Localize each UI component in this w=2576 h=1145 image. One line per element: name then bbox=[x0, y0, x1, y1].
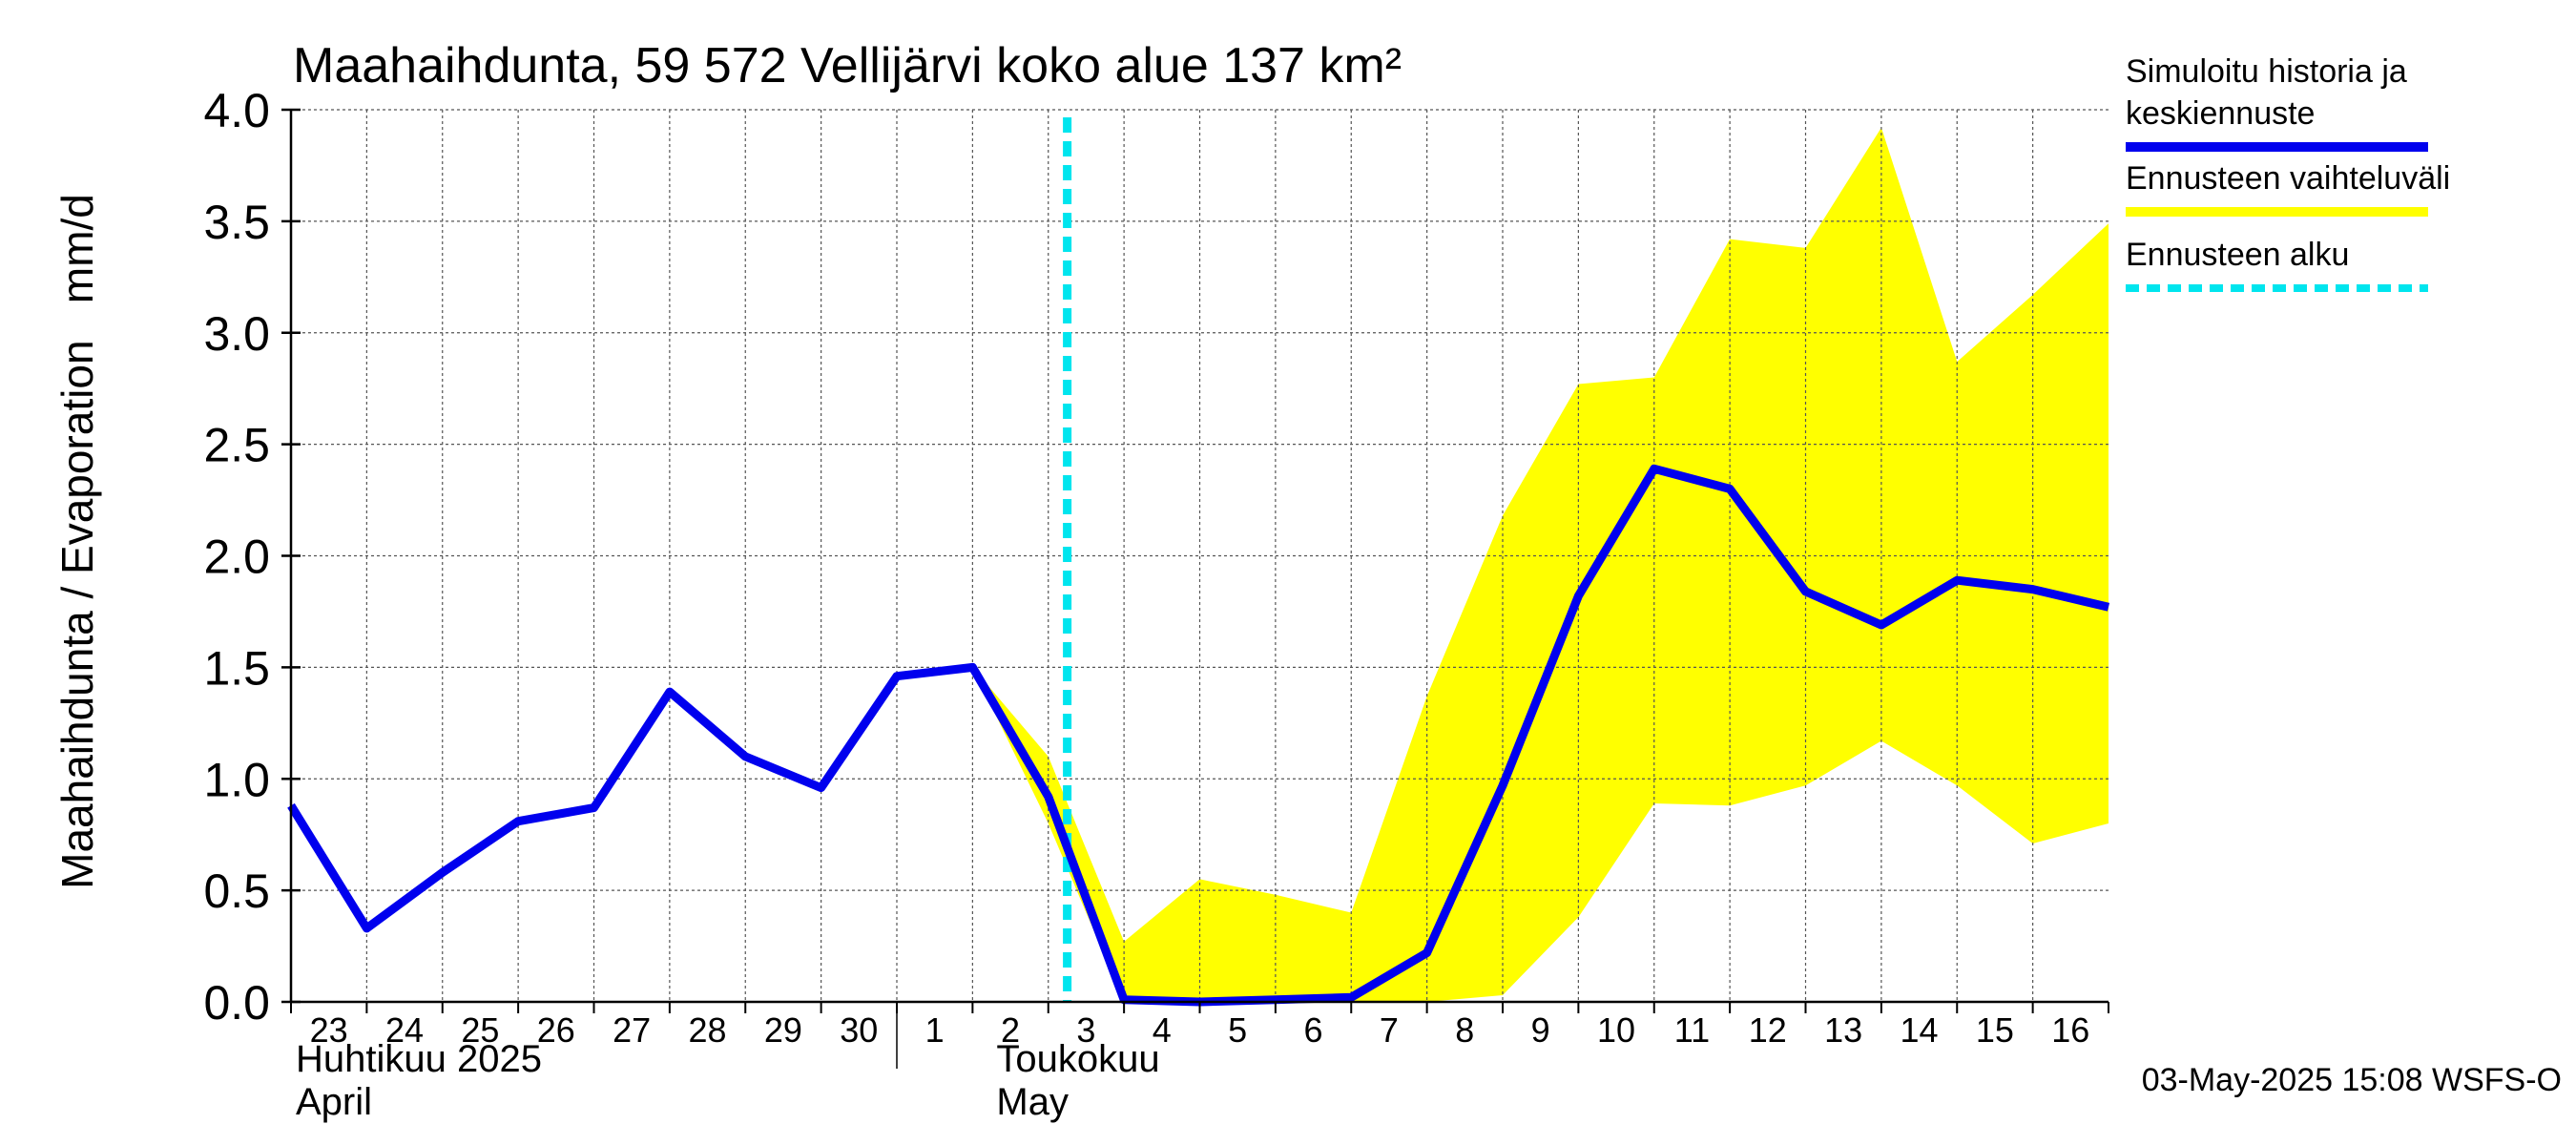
x-tick-label: 7 bbox=[1380, 1010, 1399, 1050]
y-tick-label: 0.0 bbox=[203, 976, 270, 1030]
text-layer: 0.00.51.01.52.02.53.03.54.023 24 25 26 27 28 2… bbox=[52, 38, 2562, 1123]
y-tick-label: 2.0 bbox=[203, 531, 270, 584]
x-tick-label: 3 bbox=[1076, 1010, 1095, 1050]
x-tick-label: 9 bbox=[1531, 1010, 1550, 1050]
y-tick-label: 2.5 bbox=[203, 419, 270, 472]
chart-title: Maahaihdunta, 59 572 Vellijärvi koko alu… bbox=[293, 38, 1402, 94]
y-tick-label: 3.5 bbox=[203, 196, 270, 249]
x-tick-label: 23 bbox=[310, 1010, 348, 1050]
x-tick-label: 11 bbox=[1674, 1010, 1710, 1050]
x-tick-label: 29 bbox=[764, 1010, 802, 1050]
forecast-band-layer bbox=[972, 127, 2109, 1002]
legend-label: Simuloitu historia ja bbox=[2126, 53, 2407, 90]
x-tick-label: 16 bbox=[2051, 1010, 2089, 1050]
x-tick-label: 30 bbox=[840, 1010, 878, 1050]
x-tick-label: 15 bbox=[1976, 1010, 2014, 1050]
forecast-range-band bbox=[972, 127, 2109, 1002]
legend-entry: Ennusteen vaihteluväli bbox=[2126, 160, 2450, 217]
x-tick-label: 6 bbox=[1304, 1010, 1323, 1050]
month-label-en: May bbox=[996, 1081, 1069, 1123]
legend-label: Ennusteen vaihteluväli bbox=[2126, 160, 2450, 197]
x-tick-label: 10 bbox=[1597, 1010, 1635, 1050]
y-tick-label: 1.5 bbox=[203, 641, 270, 695]
x-tick-label: 4 bbox=[1153, 1010, 1172, 1050]
month-label-en: April bbox=[296, 1081, 372, 1123]
x-tick-label: 28 bbox=[689, 1010, 727, 1050]
y-axis-label: Maahaihdunta / Evaporation mm/d bbox=[52, 194, 102, 889]
x-tick-label: 27 bbox=[613, 1010, 651, 1050]
legend-entry: Ennusteen alku bbox=[2126, 237, 2428, 292]
legend-entry: Simuloitu historia ja keskiennuste bbox=[2126, 53, 2428, 152]
month-label-fi: Toukokuu bbox=[996, 1038, 1159, 1080]
y-tick-label: 3.0 bbox=[203, 307, 270, 361]
x-tick-label: 26 bbox=[537, 1010, 575, 1050]
x-tick-label: 14 bbox=[1901, 1010, 1939, 1050]
x-tick-label: 24 bbox=[385, 1010, 424, 1050]
x-tick-label: 1 bbox=[925, 1010, 945, 1050]
y-tick-label: 1.0 bbox=[203, 753, 270, 806]
legend: Simuloitu historia ja keskiennuste Ennuste… bbox=[2126, 53, 2450, 292]
axes-layer bbox=[281, 108, 2109, 1069]
x-tick-label: 12 bbox=[1749, 1010, 1787, 1050]
footer-timestamp: 03-May-2025 15:08 WSFS-O bbox=[2142, 1062, 2562, 1098]
x-tick-label: 25 bbox=[461, 1010, 499, 1050]
month-label-fi: Huhtikuu 2025 bbox=[296, 1038, 542, 1080]
legend-label: Ennusteen alku bbox=[2126, 237, 2349, 273]
legend-label: keskiennuste bbox=[2126, 95, 2315, 132]
x-tick-label: 2 bbox=[1001, 1010, 1020, 1050]
y-tick-label: 4.0 bbox=[203, 84, 270, 137]
y-tick-label: 0.5 bbox=[203, 864, 270, 918]
x-tick-label: 13 bbox=[1824, 1010, 1862, 1050]
x-tick-label: 5 bbox=[1228, 1010, 1247, 1050]
x-tick-label: 8 bbox=[1455, 1010, 1474, 1050]
